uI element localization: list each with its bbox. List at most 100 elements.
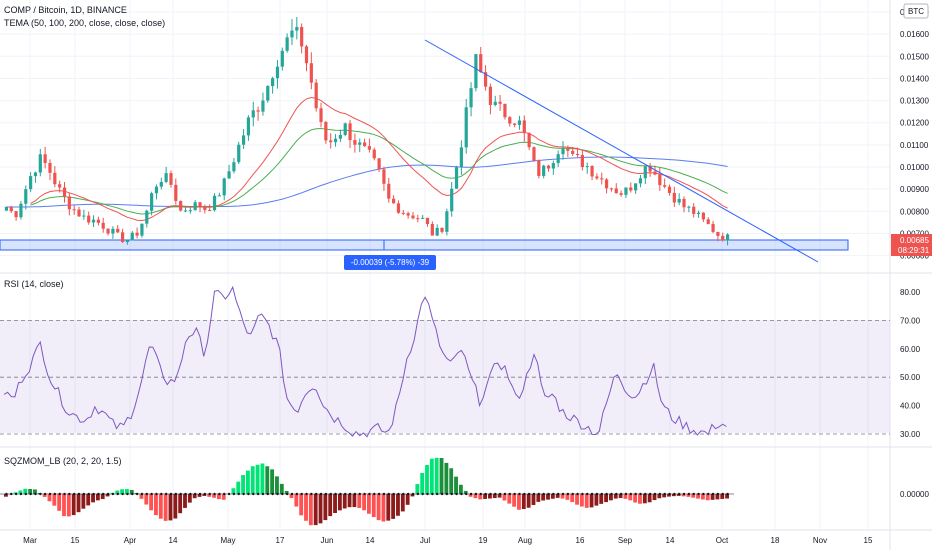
sqzmom-bar [657, 494, 662, 499]
sqzmom-bar [347, 494, 352, 508]
candle-body [401, 212, 405, 214]
sqzmom-legend[interactable]: SQZMOM_LB (20, 2, 20, 1.5) [4, 456, 122, 466]
sqz-dot [460, 492, 463, 496]
sqz-dot [677, 492, 681, 496]
sqzmom-bar [720, 494, 725, 499]
sqzmom-bar [565, 494, 570, 500]
sqz-dot [435, 492, 439, 496]
sqzmom-bar [609, 494, 613, 501]
candle-body [532, 147, 536, 161]
sqz-dot [77, 492, 81, 496]
sqzmom-bar [521, 494, 526, 510]
rsi-tick-label: 60.00 [900, 345, 921, 354]
sqz-dot [160, 492, 163, 496]
time-tick-label: 17 [276, 536, 285, 545]
rsi-tick-label: 70.00 [900, 316, 921, 325]
sqzmom-bar [589, 494, 594, 508]
symbol-title[interactable]: COMP / Bitcoin, 1D, BINANCE [4, 5, 127, 15]
sqzmom-bar [178, 494, 183, 514]
price-tick-label: 0.00700 [900, 229, 929, 238]
sqzmom-bar [71, 494, 76, 516]
candle-body [256, 110, 260, 112]
sqz-dot [179, 492, 182, 496]
tema-legend[interactable]: TEMA (50, 100, 200, close, close, close) [4, 18, 165, 28]
sqz-dot [87, 492, 90, 496]
candle-body [542, 165, 546, 176]
support-zone[interactable] [0, 239, 849, 251]
sqzmom-bar [294, 494, 299, 507]
candle-body [174, 184, 178, 201]
candle-body [638, 178, 643, 184]
candle-body [716, 231, 720, 236]
sqz-dot [344, 492, 347, 496]
candle-body [106, 228, 110, 234]
sqzmom-bar [371, 494, 376, 518]
time-tick-label: 14 [666, 536, 675, 545]
sqzmom-bar [270, 469, 275, 494]
currency-badge-box[interactable] [903, 3, 929, 19]
sqz-dot [377, 492, 381, 496]
sqzmom-bar [488, 494, 492, 499]
sqz-dot [523, 492, 526, 496]
candle-body [14, 211, 18, 218]
candle-body [19, 203, 23, 218]
candle-body [208, 209, 212, 211]
sqzmom-bar [628, 494, 633, 501]
sqzmom-bar [42, 494, 47, 497]
candle-body [29, 176, 33, 190]
tema-200-line [6, 156, 728, 208]
price-tick-label: 0.01400 [900, 74, 929, 83]
candle-body [696, 212, 701, 214]
sqzmom-bar [304, 494, 308, 521]
sqzmom-bar [449, 468, 454, 494]
sqzmom-bar [95, 494, 100, 501]
sqz-dot [14, 492, 18, 496]
sqz-dot [469, 492, 473, 496]
candle-body [479, 54, 483, 73]
currency-badge[interactable]: BTC [908, 7, 924, 16]
sqzmom-bar [599, 494, 604, 504]
candle-body [435, 227, 439, 236]
sqz-dot [334, 492, 337, 496]
candle-body [212, 195, 217, 211]
sqzmom-bar [400, 494, 405, 512]
sqzmom-bar [478, 494, 483, 500]
candle-body [140, 223, 144, 236]
candle-body [440, 227, 444, 232]
rsi-axis-labels: 80.00 70.00 60.00 50.00 40.00 30.00 [900, 288, 921, 439]
sqzmom-bar [183, 494, 187, 508]
candle-body [566, 148, 570, 151]
candle-body [227, 171, 231, 179]
sqz-dot [261, 492, 265, 496]
descending-trendline[interactable] [424, 39, 819, 263]
sqz-dot [145, 492, 148, 496]
rsi-legend[interactable]: RSI (14, close) [4, 279, 64, 289]
price-tick-label: 0.01600 [900, 30, 929, 39]
rsi-tick-label: 40.00 [900, 402, 921, 411]
sqz-dot [503, 492, 507, 496]
candle-body [53, 172, 57, 185]
sqz-dot [363, 492, 366, 496]
sqz-dot [634, 492, 637, 496]
sqzmom-bar [458, 484, 463, 494]
sqz-dot [556, 492, 560, 496]
sqz-dot [10, 492, 13, 496]
sqz-dot [479, 492, 482, 496]
sqz-dot [92, 492, 95, 496]
sqz-dot [648, 492, 652, 496]
candle-body [682, 198, 686, 208]
sqzmom-bar [76, 494, 81, 513]
sqz-dot [300, 492, 303, 496]
sqzmom-bar [468, 494, 473, 497]
sqz-dot [619, 492, 623, 496]
candle-body [459, 147, 463, 168]
sqz-dot [552, 492, 555, 496]
sqzmom-bar [173, 494, 178, 519]
sqz-dot [271, 492, 274, 496]
sqzmom-bar [139, 494, 144, 499]
sqz-dot [208, 492, 211, 496]
candle-body [353, 140, 357, 145]
candle-body [725, 234, 730, 241]
sqzmom-bar [255, 464, 260, 494]
